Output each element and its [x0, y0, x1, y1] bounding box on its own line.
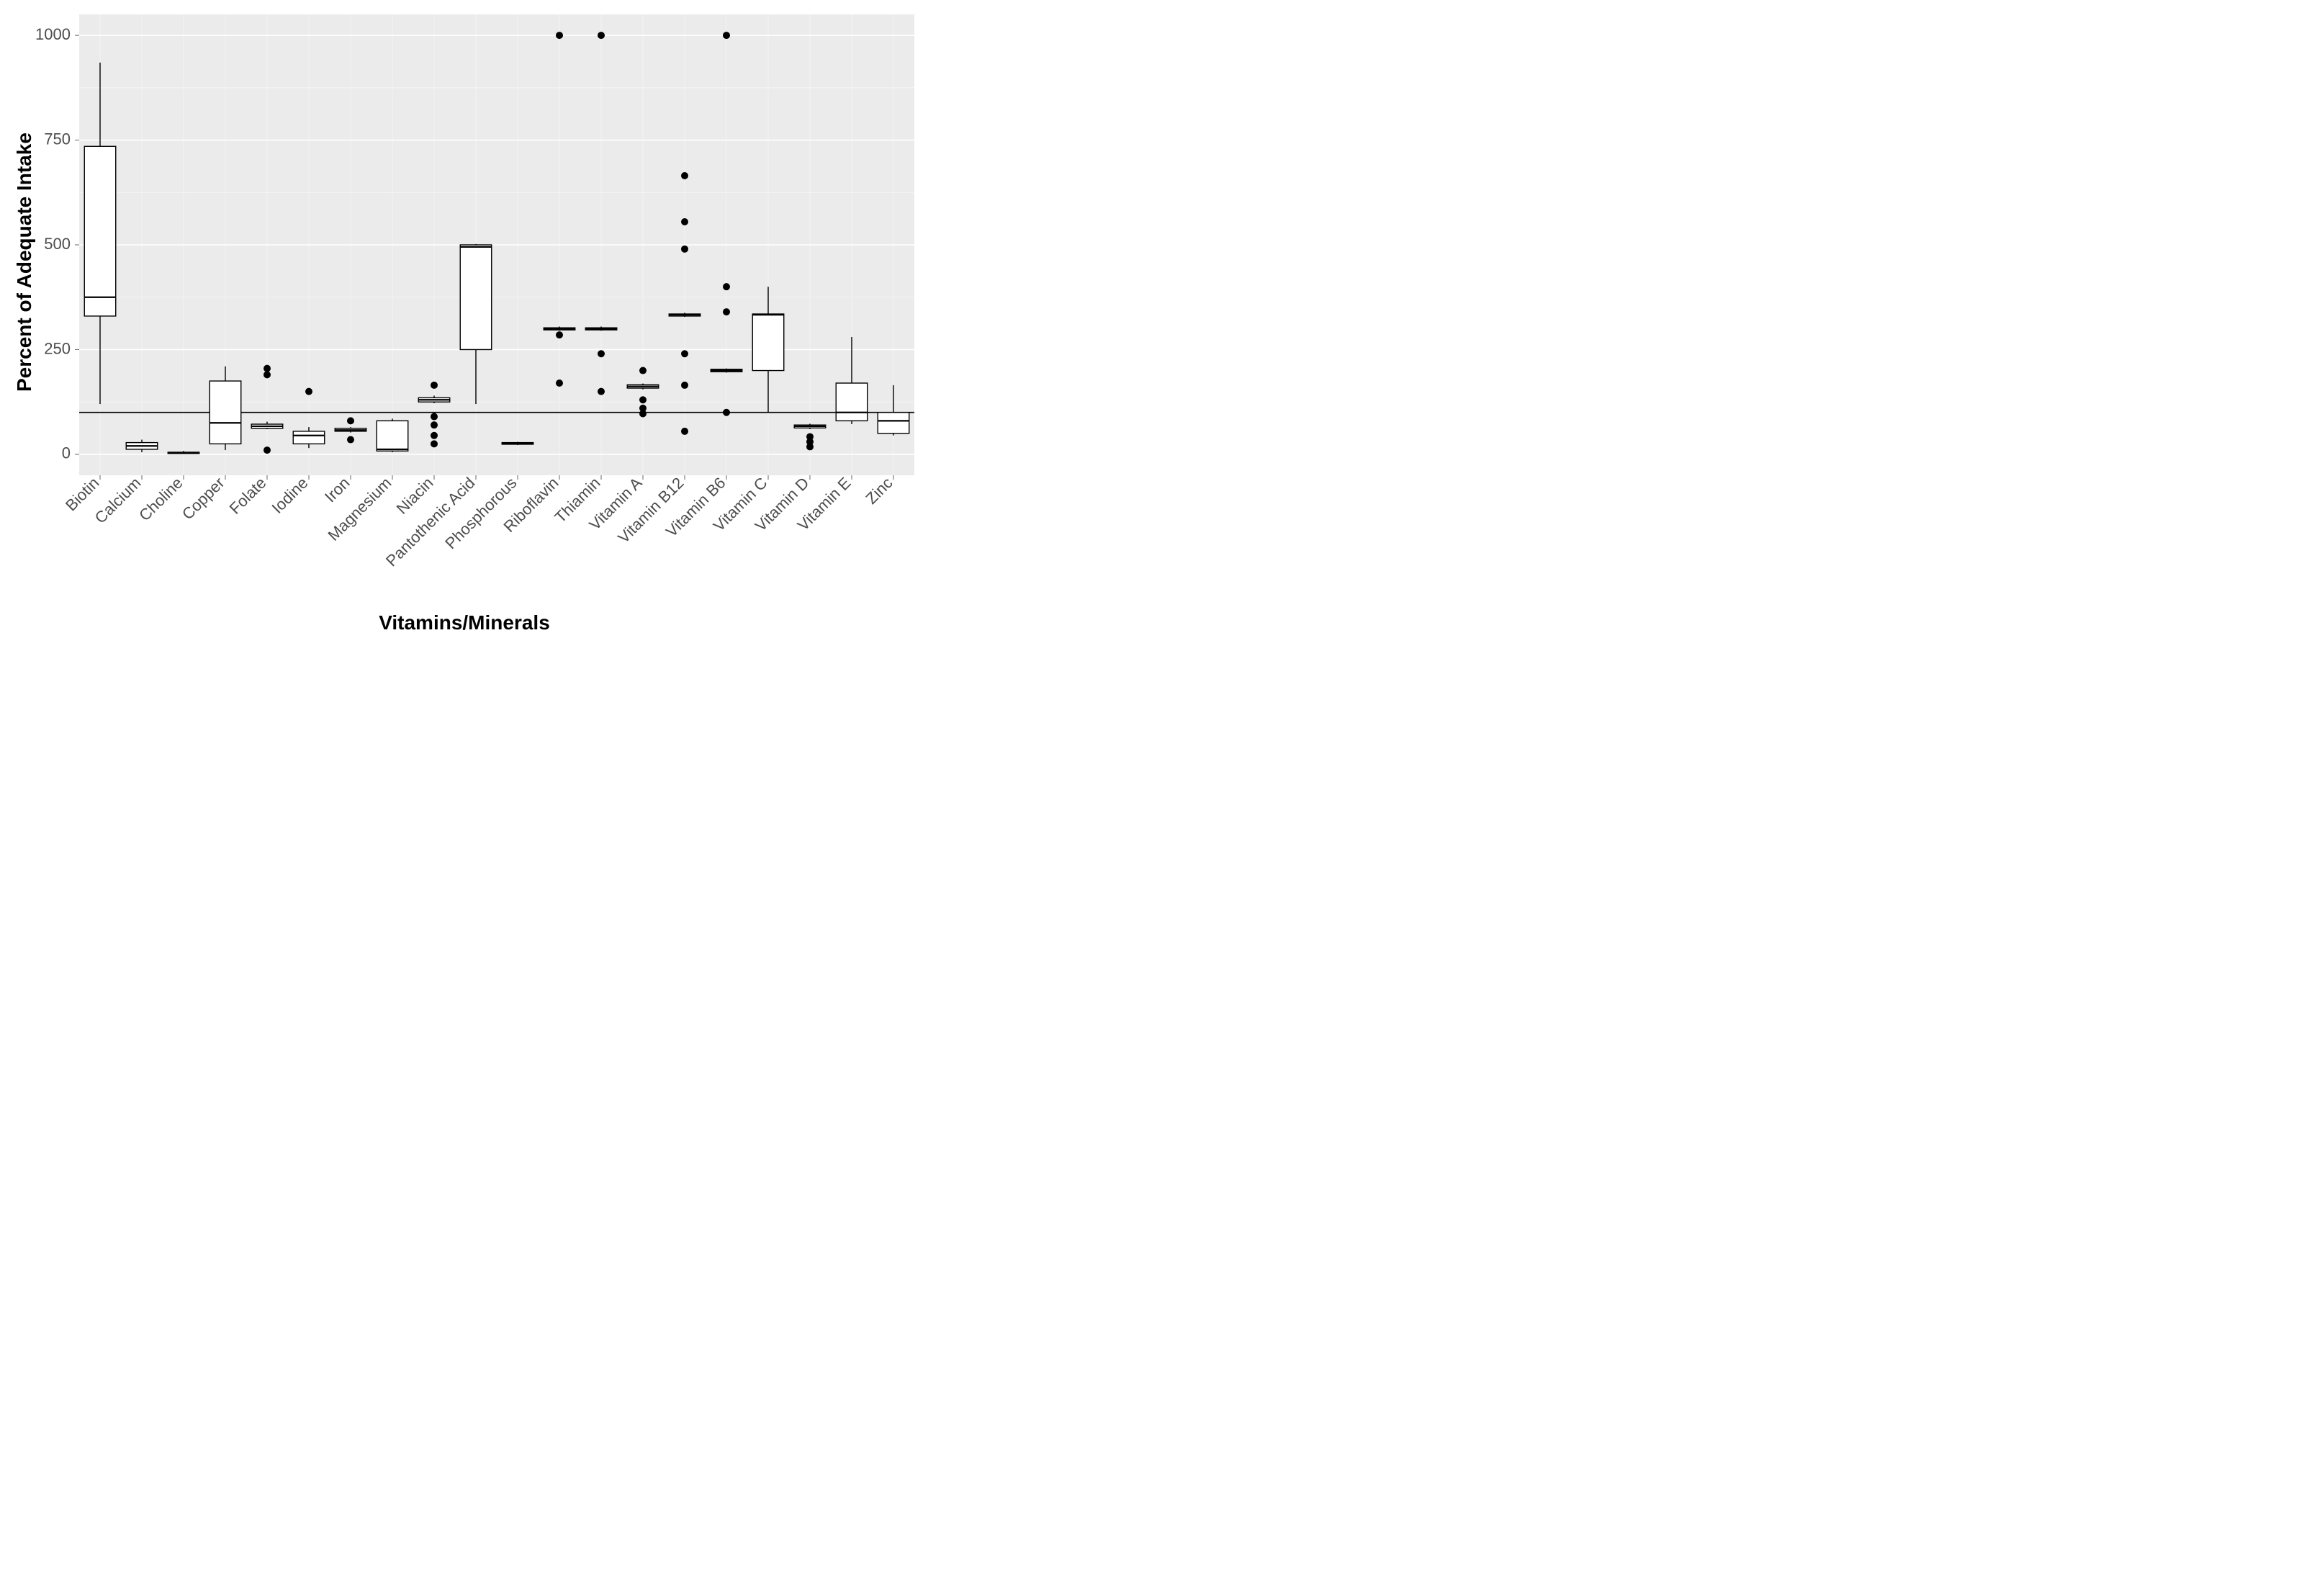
y-tick-label: 750 [44, 130, 71, 148]
x-axis-title: Vitamins/Minerals [0, 608, 929, 642]
x-tick-label: Folate [226, 474, 270, 518]
y-tick-label: 250 [44, 339, 71, 357]
y-axis-title: Percent of Adequate Intake [13, 132, 36, 392]
box-phosphorous [502, 441, 533, 445]
x-tick-label: Copper [179, 474, 228, 524]
x-tick-label: Calcium [91, 474, 145, 527]
y-tick-label: 0 [62, 444, 71, 462]
box-magnesium [377, 418, 408, 452]
boxplot-chart: Percent of Adequate Intake 0 250 500 750 100… [0, 0, 929, 642]
x-tick-label: Iodine [268, 474, 311, 517]
x-tick-label: Choline [135, 474, 186, 524]
y-tick-label: 500 [44, 235, 71, 253]
x-tick-label: Iron [321, 474, 353, 506]
x-tick-label: Zinc [862, 474, 896, 508]
chart-svg: 02505007501000BiotinCalciumCholineCopper… [0, 0, 929, 605]
y-tick-label: 1000 [35, 25, 71, 43]
